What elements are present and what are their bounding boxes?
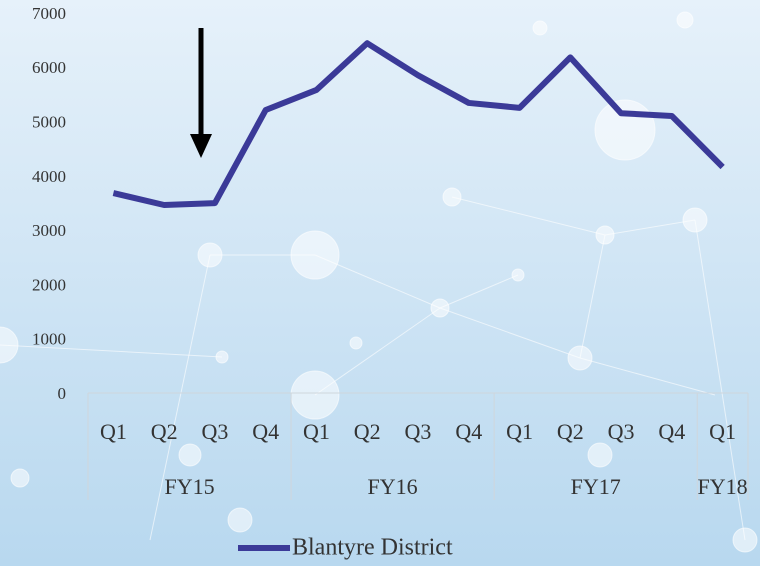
x-tick-label: Q1 [709,419,736,444]
group-label: FY15 [164,474,214,499]
x-tick-label: Q2 [354,419,381,444]
group-label: FY17 [571,474,621,499]
x-tick-label: Q1 [506,419,533,444]
x-tick-label: Q2 [151,419,178,444]
y-tick-label: 7000 [32,4,66,23]
y-tick-label: 0 [58,384,67,403]
y-tick-label: 1000 [32,330,66,349]
group-label: FY18 [698,474,748,499]
chart: 0 1000 2000 3000 4000 5000 6000 7000 Q1 Q2 Q3 Q4 Q1 Q… [0,0,760,566]
x-tick-label: Q4 [658,419,685,444]
y-tick-label: 4000 [32,167,66,186]
x-tick-label: Q3 [608,419,635,444]
x-tick-label: Q3 [201,419,228,444]
x-tick-label: Q2 [557,419,584,444]
y-tick-label: 5000 [32,112,66,131]
y-tick-label: 3000 [32,221,66,240]
x-tick-label: Q3 [405,419,432,444]
group-label: FY16 [368,474,418,499]
x-tick-label: Q1 [100,419,127,444]
x-tick-label: Q1 [303,419,330,444]
legend-label: Blantyre District [292,535,453,561]
y-tick-label: 2000 [32,275,66,294]
x-tick-label: Q4 [455,419,482,444]
x-tick-label: Q4 [252,419,279,444]
y-tick-label: 6000 [32,58,66,77]
